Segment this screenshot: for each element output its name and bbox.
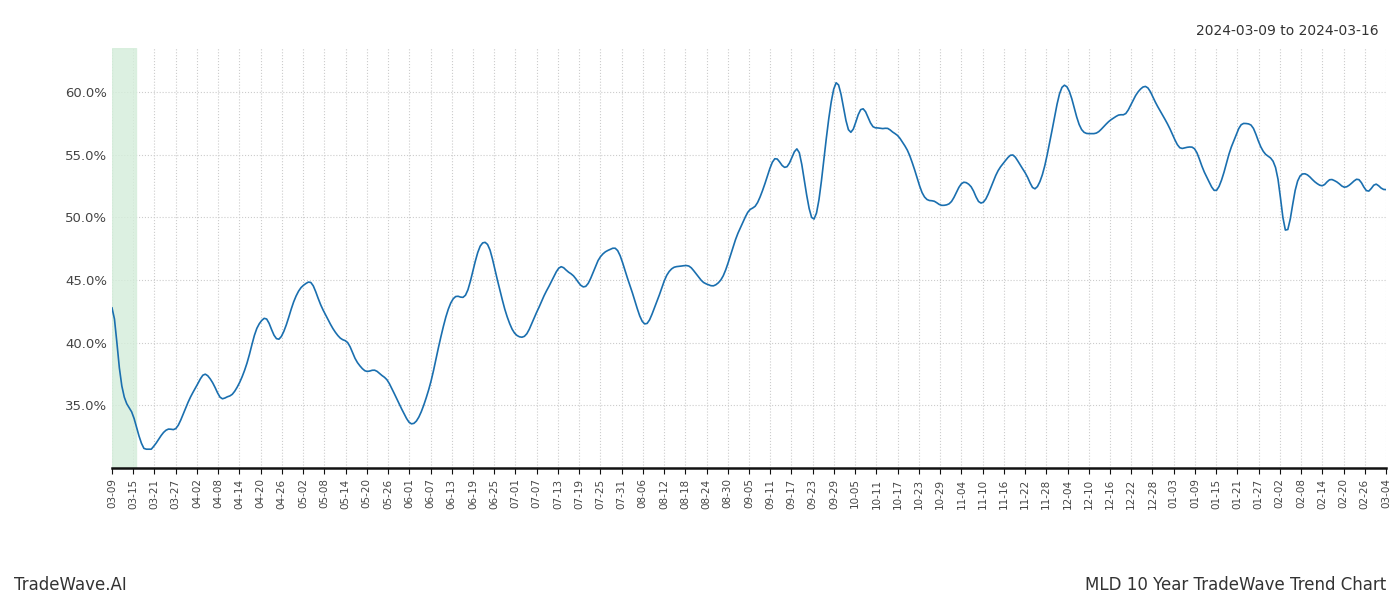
Text: 2024-03-09 to 2024-03-16: 2024-03-09 to 2024-03-16 <box>1197 24 1379 38</box>
Bar <box>112 48 136 468</box>
Text: TradeWave.AI: TradeWave.AI <box>14 576 127 594</box>
Text: MLD 10 Year TradeWave Trend Chart: MLD 10 Year TradeWave Trend Chart <box>1085 576 1386 594</box>
